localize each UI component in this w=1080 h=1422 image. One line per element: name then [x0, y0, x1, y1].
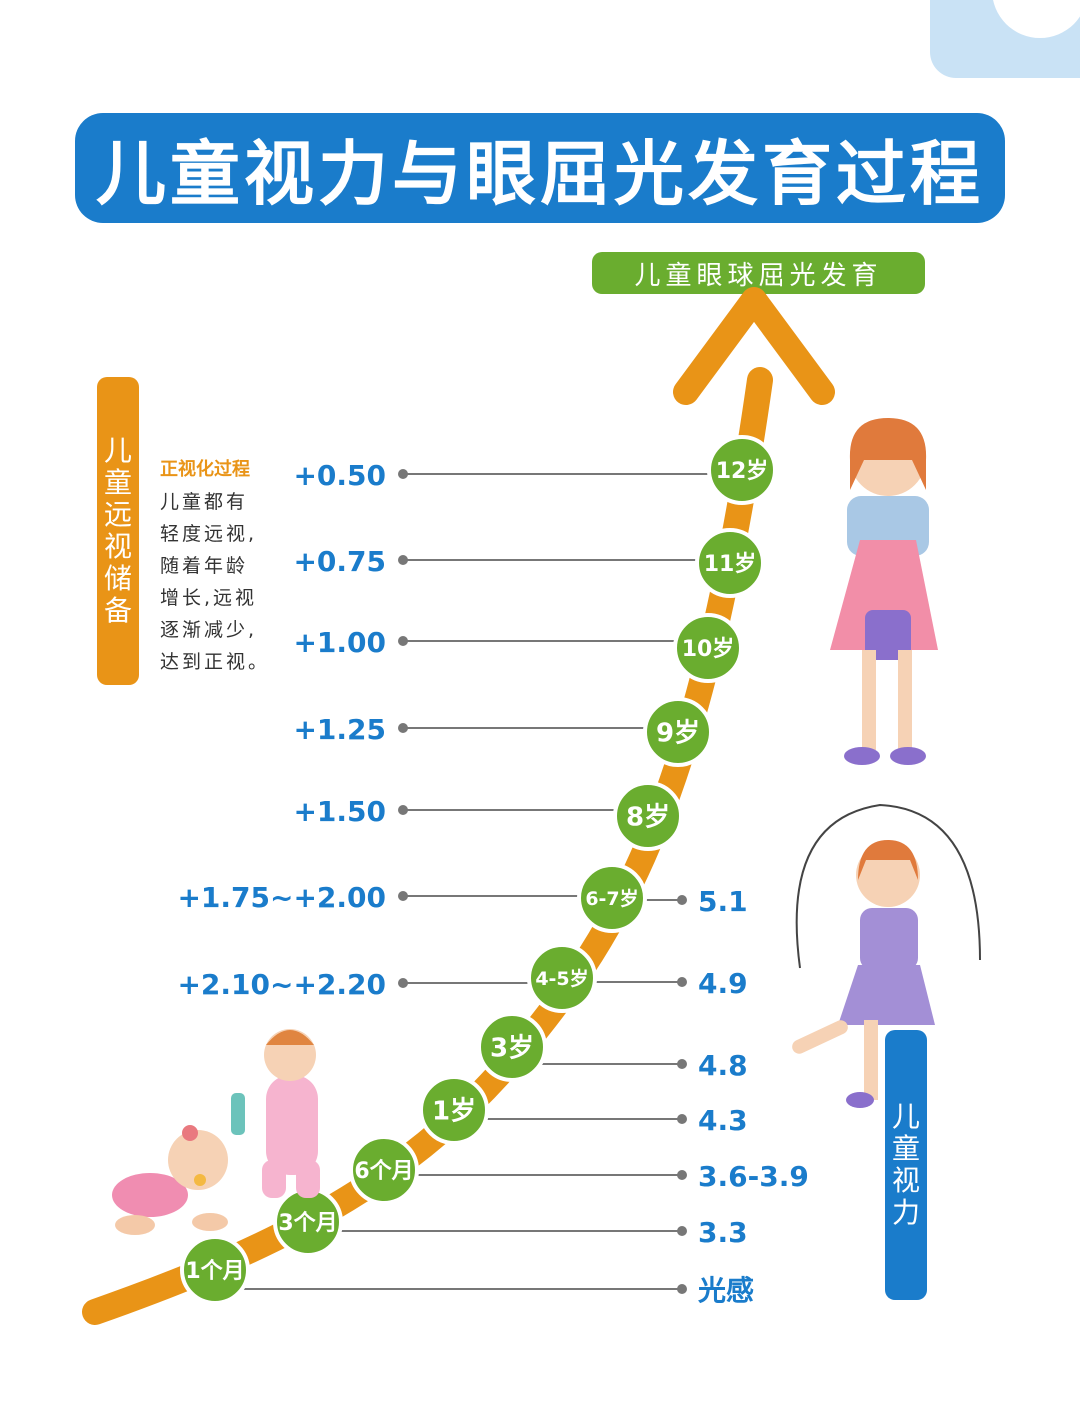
vbar-char: 童: [103, 466, 132, 499]
toddler-illustration: [231, 1029, 320, 1198]
age-label: 8岁: [626, 801, 670, 832]
age-node: [419, 1075, 489, 1145]
corner-decoration: [930, 0, 1080, 78]
age-node: [613, 781, 683, 851]
age-label: 10岁: [682, 636, 735, 662]
vbar-char: 力: [891, 1196, 920, 1229]
vbar-char: 童: [891, 1132, 920, 1165]
baby-crawling-illustration: [112, 1125, 228, 1235]
vbar-char: 视: [891, 1164, 920, 1197]
vision-value: 3.3: [698, 1216, 748, 1249]
age-label: 4-5岁: [535, 967, 588, 990]
connector-dot: [677, 1170, 687, 1180]
age-label: 6-7岁: [585, 887, 638, 910]
age-label: 9岁: [656, 717, 700, 748]
page-title: 儿童视力与眼屈光发育过程: [96, 132, 984, 215]
refraction-value: +0.50: [293, 459, 386, 492]
arrow-head: [673, 287, 835, 405]
age-node: [695, 528, 765, 598]
vision-value: 5.1: [698, 885, 748, 918]
vision-value: 4.3: [698, 1104, 748, 1137]
age-label: 3个月: [278, 1211, 337, 1236]
connector-dot: [398, 555, 408, 565]
age-label: 1个月: [185, 1259, 244, 1284]
connector-dot: [398, 636, 408, 646]
age-label: 6个月: [354, 1159, 413, 1184]
age-node: [673, 613, 743, 683]
refraction-value: +1.25: [293, 713, 386, 746]
note-line: 逐渐减少,: [160, 619, 258, 641]
vision-value: 4.8: [698, 1049, 748, 1082]
refraction-value: +1.00: [293, 626, 386, 659]
curve-label: 儿童眼球屈光发育: [592, 252, 925, 294]
vbar-char: 储: [103, 562, 132, 595]
vbar-char: 儿: [891, 1100, 920, 1133]
connector-dot: [677, 1059, 687, 1069]
note-line: 增长,远视: [160, 587, 258, 609]
vision-value: 4.9: [698, 967, 748, 1000]
age-node: [643, 697, 713, 767]
connector-dot: [677, 1226, 687, 1236]
age-nodes: 1个月 3个月 6个月 1岁 3岁 4-5岁 6-7岁 8岁 9岁 10岁 11岁 12岁: [180, 435, 777, 1305]
vbar-char: 备: [103, 594, 132, 627]
girl-illustration: [830, 418, 938, 765]
note-line: 轻度远视,: [160, 523, 258, 545]
age-node: [527, 943, 597, 1013]
age-node: [477, 1012, 547, 1082]
vbar-char: 视: [103, 530, 132, 563]
vbar-char: 远: [103, 498, 132, 531]
age-label: 1岁: [432, 1095, 476, 1126]
connector-dot: [398, 723, 408, 733]
connector-dot: [398, 469, 408, 479]
connector-dot: [677, 1284, 687, 1294]
hyperopia-reserve-label: 儿 童 远 视 储 备: [97, 377, 139, 685]
connector-dot: [398, 891, 408, 901]
vbar-char: 儿: [103, 434, 132, 467]
vision-value: 3.6-3.9: [698, 1160, 809, 1193]
vision-value: 光感: [697, 1274, 754, 1307]
connector-dot: [677, 977, 687, 987]
connector-dot: [677, 895, 687, 905]
connector-lines: [215, 469, 742, 1294]
note-line: 随着年龄: [160, 555, 249, 577]
age-node: [707, 435, 777, 505]
note-line: 达到正视。: [160, 651, 271, 673]
connector-dot: [398, 978, 408, 988]
connector-dot: [677, 1114, 687, 1124]
refraction-value: +1.75~+2.00: [177, 881, 386, 914]
age-label: 3岁: [490, 1032, 534, 1063]
emmetropization-note: 正视化过程 儿童都有 轻度远视, 随着年龄 增长,远视 逐渐减少, 达到正视。: [160, 454, 270, 678]
note-line: 儿童都有: [160, 491, 249, 513]
refraction-value: +1.50: [293, 795, 386, 828]
connector-dot: [398, 805, 408, 815]
value-labels: 光感 3.3 3.6-3.9 4.3 4.8 +2.10~+2.20 4.9 +1.75~+2…: [177, 459, 808, 1307]
jump-rope-girl-illustration: [792, 803, 981, 1108]
age-label: 11岁: [704, 551, 757, 577]
age-label: 12岁: [716, 458, 769, 484]
age-node: [180, 1235, 250, 1305]
refraction-value: +0.75: [293, 545, 386, 578]
age-node: [349, 1135, 419, 1205]
child-vision-label: 儿 童 视 力: [885, 1030, 927, 1300]
title-banner: 儿童视力与眼屈光发育过程: [75, 113, 1005, 223]
note-title: 正视化过程: [160, 459, 250, 480]
refraction-value: +2.10~+2.20: [177, 968, 386, 1001]
age-node: [577, 863, 647, 933]
